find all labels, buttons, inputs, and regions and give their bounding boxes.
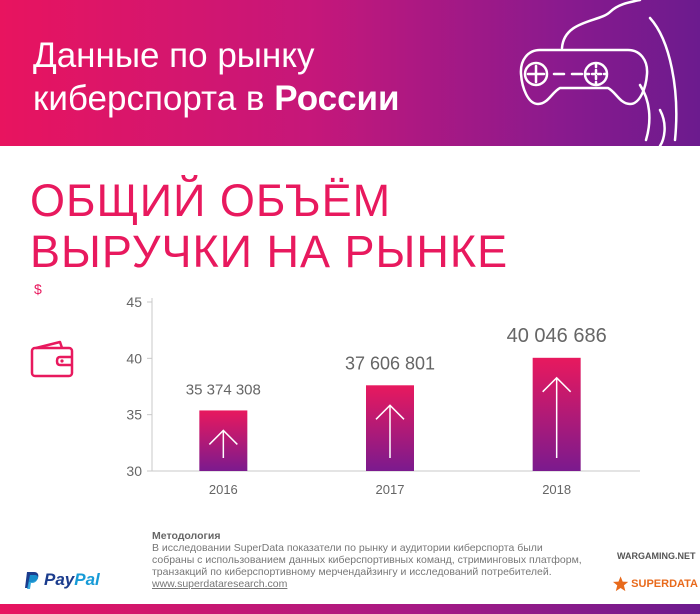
revenue-chart: 30 35 40 45 35 374 308 2016 37 606 801 2017 40 0… xyxy=(126,294,640,497)
title-line-2-bold: России xyxy=(274,79,400,118)
section-title-line-2: ВЫРУЧКИ НА РЫНКЕ xyxy=(30,226,509,277)
bottom-bar xyxy=(0,604,700,614)
superdata-text: SUPERDATA xyxy=(631,578,698,590)
data-label: 35 374 308 xyxy=(186,381,261,398)
paypal-text-pal: Pal xyxy=(74,570,100,589)
title-line-2: киберспорта в России xyxy=(33,77,473,120)
section-title: ОБЩИЙ ОБЪЁМ ВЫРУЧКИ НА РЫНКЕ xyxy=(30,175,590,277)
bar-arrow-head xyxy=(208,429,238,445)
paypal-text-pay: Pay xyxy=(44,570,75,589)
x-tick-label: 2017 xyxy=(376,482,405,497)
data-label: 40 046 686 xyxy=(507,325,607,347)
star-icon xyxy=(612,576,629,592)
methodology-link[interactable]: www.superdataresearch.com xyxy=(152,578,288,590)
currency-label: $ xyxy=(34,281,42,297)
superdata-logo: SUPERDATA xyxy=(612,574,698,594)
title-line-2-prefix: киберспорта в xyxy=(33,79,275,118)
methodology-title: Методология xyxy=(152,530,221,542)
x-tick-label: 2018 xyxy=(542,482,571,497)
y-tick-label: 40 xyxy=(126,350,142,366)
x-tick-label: 2016 xyxy=(209,482,238,497)
paypal-icon xyxy=(25,571,39,589)
y-tick-label: 35 xyxy=(126,407,142,423)
y-tick-label: 45 xyxy=(126,294,142,310)
wargaming-logo: WARGAMING.NET xyxy=(614,547,696,565)
wargaming-text: WARGAMING.NET xyxy=(617,551,696,561)
gamepad-icon xyxy=(519,0,678,146)
header-banner: Данные по рынку киберспорта в России xyxy=(0,0,700,146)
methodology-block: Методология В исследовании SuperData пок… xyxy=(152,530,582,590)
wallet-icon xyxy=(30,340,74,378)
title-line-1: Данные по рынку xyxy=(33,36,315,75)
bar-arrow-head xyxy=(375,404,405,420)
paypal-logo: PayPal xyxy=(24,570,100,590)
section-title-line-1: ОБЩИЙ ОБЪЁМ xyxy=(30,175,392,226)
methodology-text: В исследовании SuperData показатели по р… xyxy=(152,542,582,578)
y-tick-label: 30 xyxy=(126,463,142,479)
bar-arrow-head xyxy=(542,376,572,393)
data-label: 37 606 801 xyxy=(345,353,435,373)
page-title: Данные по рынку киберспорта в России xyxy=(33,34,473,120)
